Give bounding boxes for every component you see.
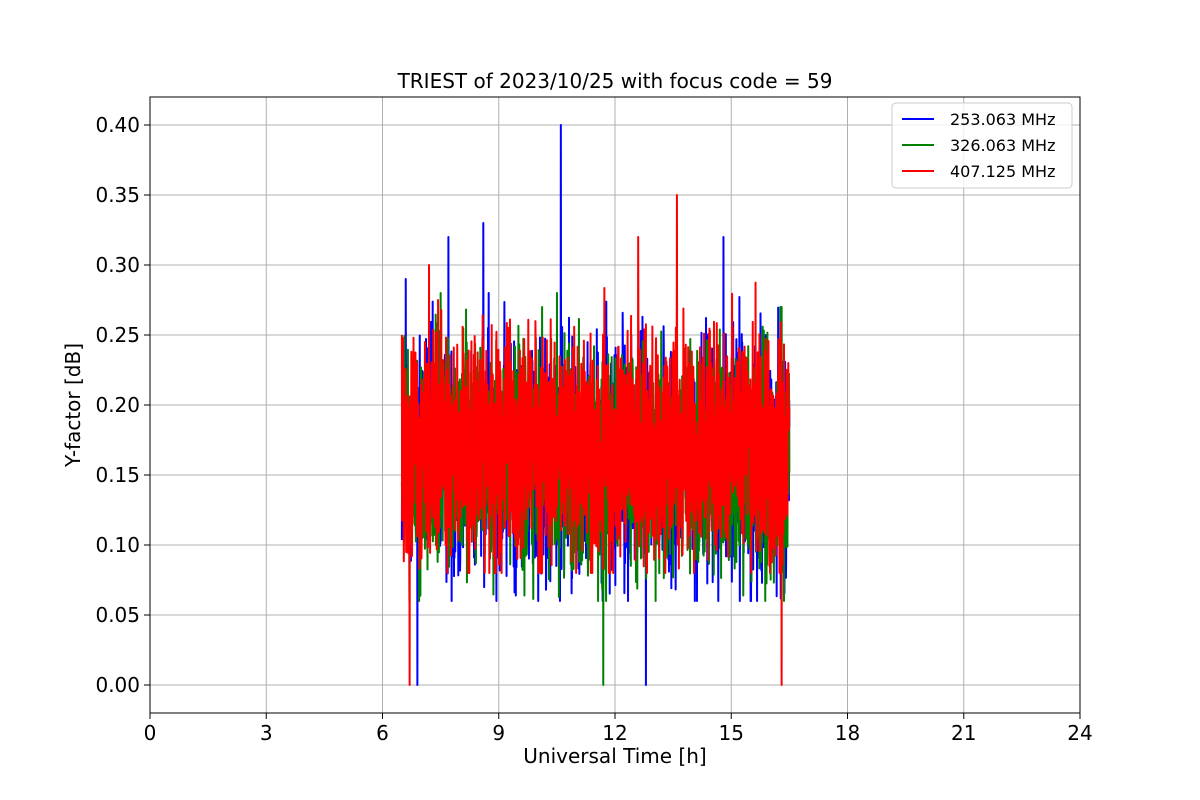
y-axis-label: Y-factor [dB]: [61, 343, 85, 468]
y-tick-label: 0.40: [95, 113, 140, 137]
x-tick-label: 6: [376, 721, 389, 745]
plot-series: [400, 124, 791, 686]
legend: 253.063 MHz 326.063 MHz 407.125 MHz: [891, 102, 1073, 189]
x-tick-label: 3: [260, 721, 273, 745]
y-tick-label: 0.00: [95, 673, 140, 697]
legend-box: [891, 102, 1073, 189]
y-tick-label: 0.35: [95, 183, 140, 207]
series-line-2: [400, 194, 791, 686]
x-tick-label: 9: [492, 721, 505, 745]
x-tick-label: 0: [144, 721, 157, 745]
axis-ticks: 0 3 6 9 12 15 18 21 24 0.00 0.05 0.10 0.15 0.20 0.25 0.…: [95, 113, 1092, 745]
x-tick-label: 12: [602, 721, 627, 745]
y-tick-label: 0.05: [95, 603, 140, 627]
x-tick-label: 18: [835, 721, 860, 745]
x-tick-label: 21: [951, 721, 976, 745]
y-tick-label: 0.25: [95, 323, 140, 347]
y-tick-label: 0.10: [95, 533, 140, 557]
legend-label-253: 253.063 MHz: [950, 110, 1055, 129]
y-tick-label: 0.20: [95, 393, 140, 417]
x-axis-label: Universal Time [h]: [523, 744, 706, 768]
y-tick-label: 0.30: [95, 253, 140, 277]
x-tick-label: 15: [719, 721, 744, 745]
y-tick-label: 0.15: [95, 463, 140, 487]
chart-title: TRIEST of 2023/10/25 with focus code = 5…: [397, 69, 833, 93]
legend-label-407: 407.125 MHz: [950, 162, 1055, 181]
legend-label-326: 326.063 MHz: [950, 136, 1055, 155]
x-tick-label: 24: [1067, 721, 1092, 745]
